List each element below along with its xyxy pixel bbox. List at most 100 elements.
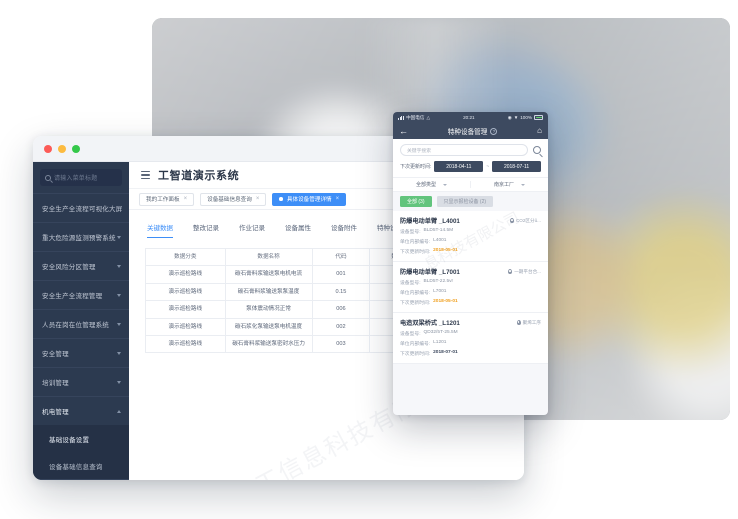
location-label: 聚烯工序 [522, 319, 541, 325]
phone-status-bar: 中国电信 △ 20:21 ◉ ▼ 100% [393, 112, 548, 123]
sidebar-item-label: 安全管理 [42, 351, 69, 358]
column-header-code: 代码 [311, 247, 371, 267]
tab-rectification-records[interactable]: 整改记录 [193, 225, 219, 232]
field-value: BLD5T-14.5M [423, 228, 454, 233]
sidebar-search-input[interactable]: 请输入菜单标题 [40, 169, 122, 186]
sidebar-search-placeholder: 请输入菜单标题 [54, 176, 98, 182]
location-label: 一期平台合... [514, 268, 541, 274]
sidebar-item-label: 机电管理 [42, 409, 69, 416]
sidebar-item-smart-inspection[interactable]: 智能巡检 [33, 479, 129, 480]
phone-search-row: 关键字搜索 [393, 139, 548, 161]
cell-category: 演示巡检路线 [145, 334, 226, 354]
back-arrow-icon[interactable]: ← [399, 125, 408, 136]
field-value: 2018-05-01 [433, 248, 458, 253]
cell-name: 碳石膏料浆输送泵密封水压力 [224, 334, 313, 354]
map-pin-icon [509, 217, 514, 224]
tab-key-data[interactable]: 关键数据 [147, 222, 173, 238]
question-mark-icon[interactable]: ? [490, 127, 498, 135]
phone-date-filter: 下次更新时间: 2018-04-11 ~ 2018-07-11 [393, 161, 548, 177]
tag-all[interactable]: 全部 (3) [400, 196, 432, 207]
sidebar-item-mechanical[interactable]: 机电管理 [33, 396, 129, 425]
chevron-down-icon [117, 351, 121, 355]
sidebar-item-dashboard[interactable]: 安全生产全流程可视化大屏 [33, 193, 129, 222]
tag-inspection-only[interactable]: 只显示报检设备 (2) [436, 196, 494, 207]
sidebar-item-safety[interactable]: 安全管理 [33, 338, 129, 367]
filter-type-dropdown[interactable]: 全部类型 [393, 181, 470, 188]
clock-label: 20:21 [463, 115, 475, 120]
sidebar-item-hazard-monitoring[interactable]: 重大危险源监测预警系统 [33, 222, 129, 251]
cell-category: 演示巡检路线 [145, 265, 226, 284]
filter-factory-dropdown[interactable]: 南京工厂 [470, 181, 548, 188]
sidebar: 请输入菜单标题 安全生产全流程可视化大屏 重大危险源监测预警系统 安全风险分区管… [33, 162, 129, 480]
list-item-header: 防爆电动单臂 _L4001 CO2区分û... [400, 216, 541, 226]
sidebar-item-label: 安全生产全流程可视化大屏 [42, 206, 123, 213]
close-button[interactable] [44, 144, 52, 153]
close-icon[interactable]: × [255, 196, 260, 202]
sidebar-subitem-equipment-info-query[interactable]: 设备基础信息查询 [33, 452, 129, 479]
sidebar-subitem-basic-equipment-settings[interactable]: 基础设备设置 [33, 425, 129, 452]
desktop-window: 请输入菜单标题 安全生产全流程可视化大屏 重大危险源监测预警系统 安全风险分区管… [33, 136, 524, 480]
cell-code: 001 [311, 265, 371, 284]
window-body: 请输入菜单标题 安全生产全流程可视化大屏 重大危险源监测预警系统 安全风险分区管… [33, 162, 524, 480]
list-item[interactable]: 防爆电动单臂 _L7001 一期平台合... 设备型号: BLD5T-22.5v… [393, 262, 548, 313]
sidebar-subitem-label: 基础设备设置 [49, 436, 90, 444]
maximize-button[interactable] [72, 144, 80, 153]
sidebar-item-personnel[interactable]: 人员在岗在位管理系统 [33, 309, 129, 338]
equipment-name: 电造双梁桥式 _L1201 [400, 320, 460, 327]
equipment-name: 防爆电动单臂 _L7001 [400, 269, 460, 276]
close-icon[interactable]: × [183, 196, 188, 202]
equipment-next-update-row: 下次更新时间: 2018-05-01 [400, 248, 541, 255]
field-value: 2018-05-01 [433, 299, 458, 304]
search-icon[interactable] [533, 146, 541, 154]
home-icon[interactable]: ⌂ [537, 126, 542, 135]
location-icon: ◉ [507, 114, 512, 120]
cell-code: 003 [311, 334, 371, 354]
field-label: 单位内部编号: [400, 291, 431, 296]
sidebar-item-label: 安全生产全流程管理 [42, 293, 103, 300]
cell-name: 碳石浆化泵输送泵电机温度 [224, 317, 313, 336]
list-item[interactable]: 电造双梁桥式 _L1201 聚烯工序 设备型号: QD32/5T-25.5M 单… [393, 313, 548, 364]
field-value: L7001 [433, 289, 447, 294]
cell-code: 002 [311, 317, 371, 336]
minimize-button[interactable] [58, 144, 66, 153]
wifi-icon: △ [426, 114, 430, 120]
tab-equipment-info-query[interactable]: 设备基础信息查询 × [200, 192, 267, 206]
cell-name: 碳石膏料浆输送泵电机电流 [224, 265, 313, 284]
cell-code: 0.15 [311, 282, 371, 302]
phone-search-input[interactable]: 关键字搜索 [400, 144, 528, 156]
cell-category: 演示巡检路线 [145, 282, 226, 302]
phone-page-title-group: 特种设备管理 ? [448, 126, 498, 136]
field-value: L4001 [433, 238, 447, 243]
chevron-down-icon [117, 322, 121, 326]
close-icon[interactable]: × [335, 196, 340, 202]
chevron-down-icon [521, 183, 525, 186]
hamburger-icon[interactable] [141, 170, 150, 180]
field-value: BLD5T-22.5vr [423, 279, 454, 284]
sidebar-item-label: 安全风险分区管理 [42, 264, 96, 271]
column-header-category: 数据分类 [145, 247, 226, 267]
phone-equipment-list: 防爆电动单臂 _L4001 CO2区分û... 设备型号: BLD5T-14.5… [393, 211, 548, 364]
field-label: 下次更新时间: [400, 352, 431, 357]
date-from-button[interactable]: 2018-04-11 [434, 161, 484, 172]
chevron-down-icon [117, 293, 121, 297]
list-item[interactable]: 防爆电动单臂 _L4001 CO2区分û... 设备型号: BLD5T-14.5… [393, 211, 548, 262]
field-value: 2018-07-01 [433, 350, 458, 355]
app-header: 工智道演示系统 [129, 162, 524, 189]
tab-equipment-attributes[interactable]: 设备属性 [285, 225, 311, 232]
sidebar-item-production-process[interactable]: 安全生产全流程管理 [33, 280, 129, 309]
tab-equipment-attachments[interactable]: 设备附件 [331, 225, 357, 232]
phone-search-placeholder: 关键字搜索 [407, 148, 431, 154]
tab-equipment-detail[interactable]: 具体设备管理详情 × [272, 192, 347, 206]
sidebar-item-label: 人员在岗在位管理系统 [42, 322, 109, 329]
chevron-down-icon [443, 183, 447, 186]
sidebar-item-training[interactable]: 培训管理 [33, 367, 129, 396]
tab-operation-records[interactable]: 作业记录 [239, 225, 265, 232]
battery-icon [534, 115, 543, 120]
field-value: QD32/5T-25.5M [423, 330, 458, 335]
tab-my-workbench[interactable]: 我的工作面板 × [139, 192, 195, 206]
sidebar-item-risk-zone[interactable]: 安全风险分区管理 [33, 251, 129, 280]
phone-filter-row: 全部类型 南京工厂 [393, 177, 548, 191]
sidebar-subitem-label: 设备基础信息查询 [49, 463, 103, 471]
date-to-button[interactable]: 2018-07-11 [492, 161, 541, 172]
field-label: 单位内部编号: [400, 342, 431, 347]
